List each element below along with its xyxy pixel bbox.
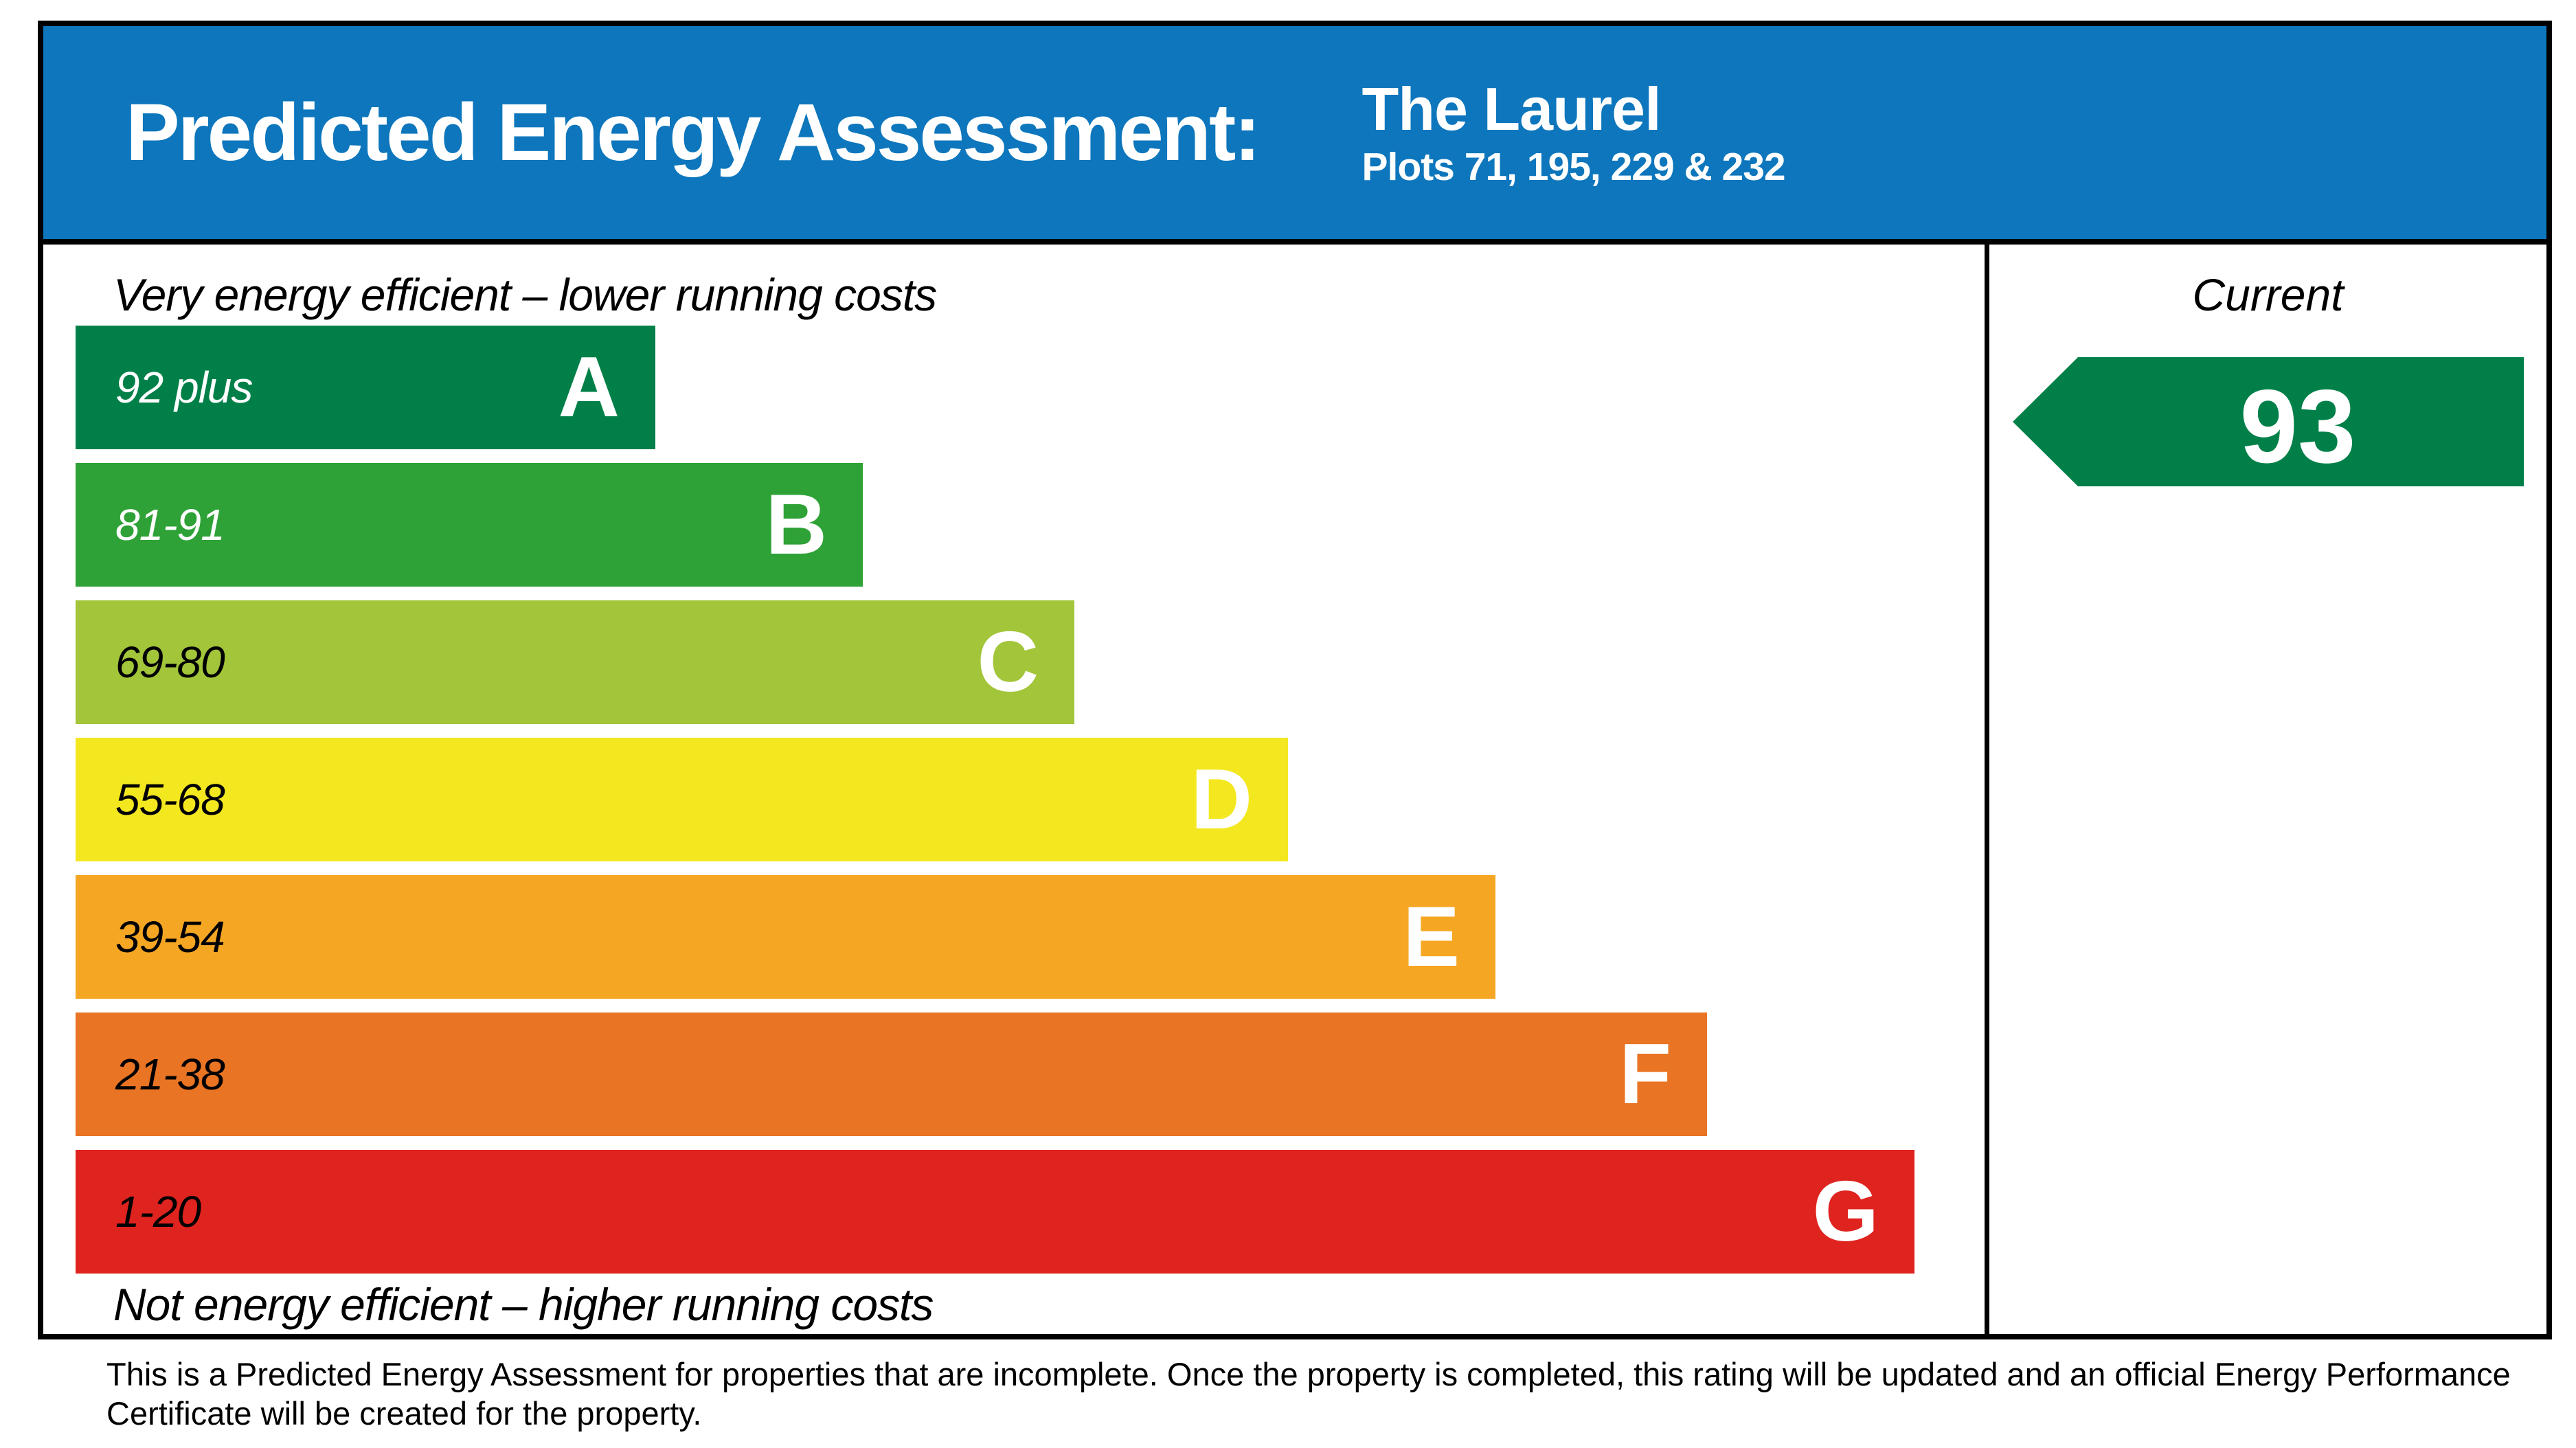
band-letter-B: B (765, 477, 827, 572)
top-caption: Very energy efficient – lower running co… (113, 269, 937, 320)
current-heading: Current (2192, 269, 2344, 320)
certificate-frame: Predicted Energy Assessment: The Laurel … (38, 21, 2552, 1339)
property-name: The Laurel (1362, 74, 1662, 143)
band-row-A: 92 plus A (76, 325, 655, 449)
band-letter-F: F (1619, 1026, 1671, 1122)
bands-container: 92 plus A 81-91 B 69-80 C 55-68 D 39-54 E 21-38 F 1-… (76, 325, 1985, 1274)
band-letter-E: E (1403, 889, 1460, 984)
band-row-C: 69-80 C (76, 600, 1074, 724)
current-rating-panel: Current 93 (1985, 245, 2546, 1334)
band-letter-A: A (558, 339, 620, 435)
band-range-label-G: 1-20 (115, 1186, 201, 1236)
band-range-label-F: 21-38 (115, 1049, 225, 1099)
property-block: The Laurel Plots 71, 195, 229 & 232 (1362, 74, 1786, 189)
band-row-D: 55-68 D (76, 737, 1288, 861)
band-letter-C: C (977, 614, 1039, 710)
band-row-E: 39-54 E (76, 874, 1495, 999)
footer-line-1: This is a Predicted Energy Assessment fo… (106, 1356, 2511, 1392)
band-range-label-D: 55-68 (115, 774, 225, 824)
header-bar: Predicted Energy Assessment: The Laurel … (43, 26, 2546, 245)
band-range-label-B: 81-91 (115, 499, 225, 550)
current-rating-value: 93 (2239, 368, 2355, 485)
bottom-caption: Not energy efficient – higher running co… (113, 1278, 934, 1330)
footer-line-2: Certificate will be created for the prop… (106, 1395, 702, 1432)
band-row-F: 21-38 F (76, 1012, 1707, 1136)
plots-label: Plots 71, 195, 229 & 232 (1362, 144, 1786, 189)
chart-content: Very energy efficient – lower running co… (43, 245, 2546, 1334)
band-range-label-C: 69-80 (115, 637, 225, 687)
band-row-G: 1-20 G (76, 1149, 1914, 1274)
band-range-label-E: 39-54 (115, 912, 225, 962)
band-letter-G: G (1812, 1164, 1879, 1259)
band-range-label-A: 92 plus (115, 362, 253, 412)
band-letter-D: D (1190, 751, 1252, 847)
page-title: Predicted Energy Assessment: (126, 87, 1261, 178)
current-arrow-shape (2012, 357, 2524, 486)
footer-note: This is a Predicted Energy Assessment fo… (106, 1355, 2511, 1433)
band-row-B: 81-91 B (76, 462, 863, 587)
current-rating-arrow: 93 (2012, 357, 2524, 486)
epc-band-chart: Very energy efficient – lower running co… (43, 245, 1985, 1334)
